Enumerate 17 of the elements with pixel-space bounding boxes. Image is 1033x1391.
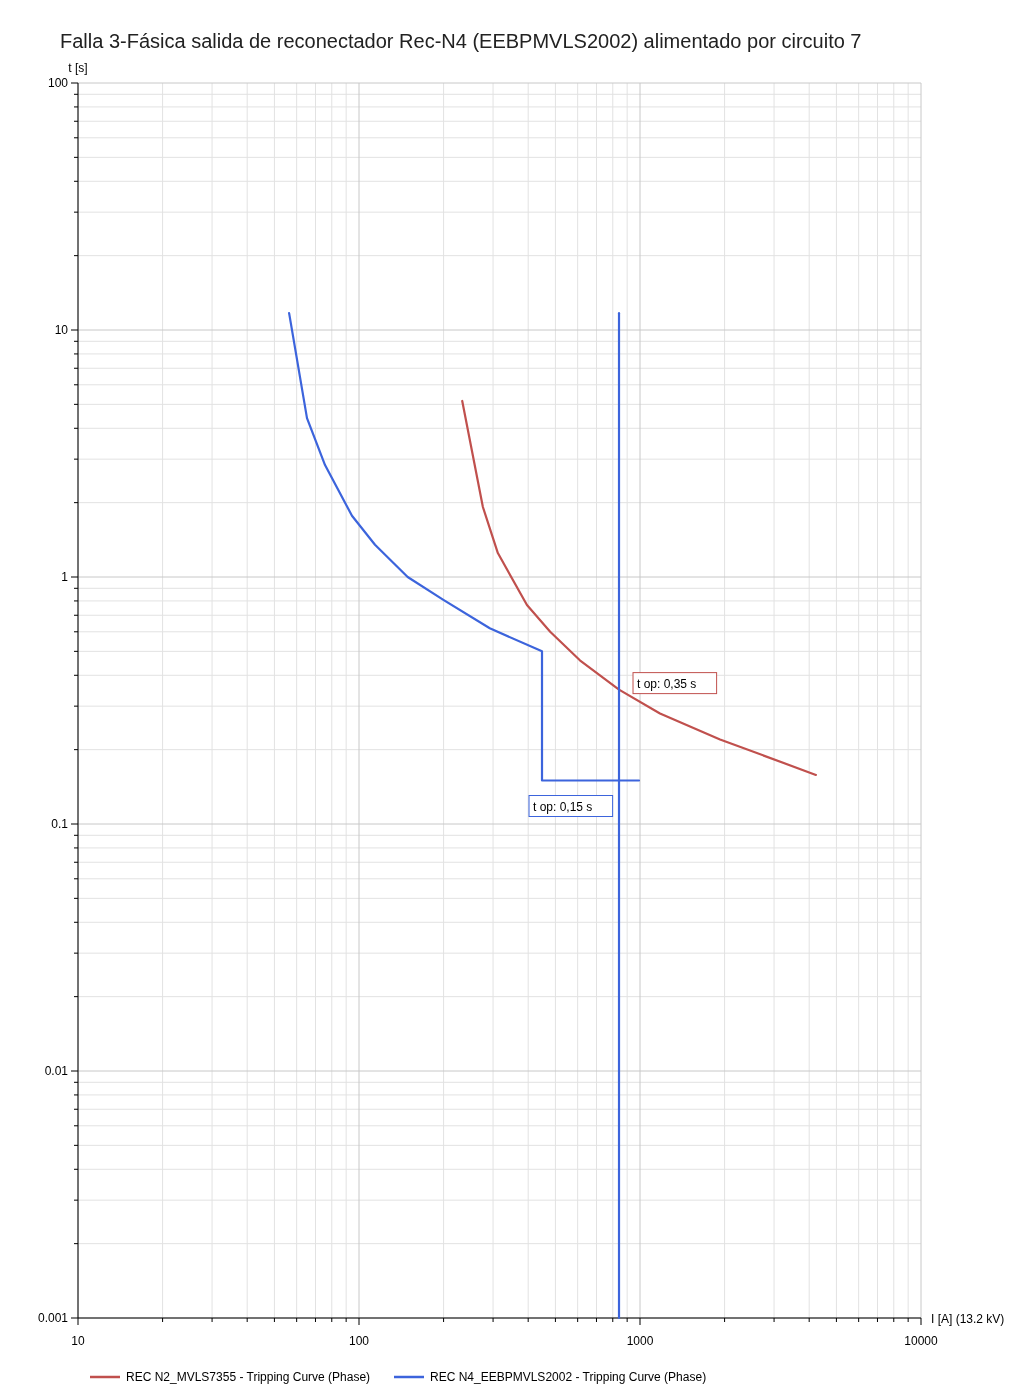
y-tick-label: 0.001	[37, 1311, 69, 1325]
y-tick-label: 10	[54, 323, 69, 337]
x-tick-label: 10	[71, 1334, 85, 1348]
annotation: t op: 0,15 s	[533, 799, 593, 814]
y-tick-label: 100	[47, 76, 69, 90]
x-tick-label: 100	[348, 1334, 370, 1348]
x-axis-title: I [A] (13.2 kV)	[931, 1312, 1005, 1326]
legend-label: REC N2_MVLS7355 - Tripping Curve (Phase)	[126, 1370, 371, 1384]
chart-title: Falla 3-Fásica salida de reconectador Rec-N4 (EEBPMVLS2002) alimentado por circuito 7	[60, 30, 862, 52]
annotation: t op: 0,35 s	[637, 676, 697, 691]
y-tick-label: 0.1	[51, 817, 69, 831]
y-tick-label: 0.01	[44, 1064, 69, 1078]
y-tick-label: 1	[61, 570, 69, 584]
legend-label: REC N4_EEBPMVLS2002 - Tripping Curve (Phase)	[430, 1370, 707, 1384]
x-tick-label: 10000	[904, 1334, 939, 1348]
y-axis-title: t [s]	[68, 61, 88, 75]
x-tick-label: 1000	[626, 1334, 654, 1348]
